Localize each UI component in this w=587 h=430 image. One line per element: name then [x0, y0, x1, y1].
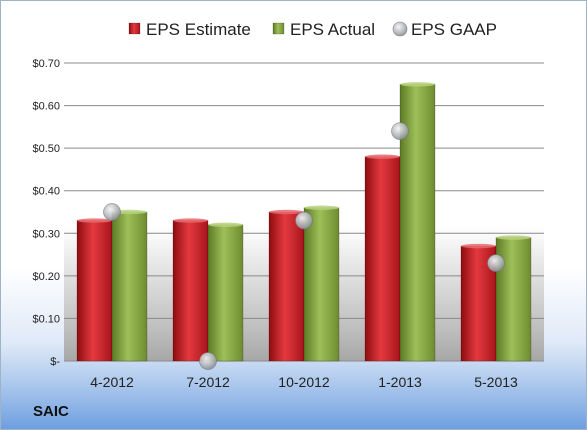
y-tick-label: $0.40: [32, 186, 60, 198]
bar-cap: [173, 218, 208, 223]
legend-swatch: [128, 22, 141, 35]
x-axis-categories: 4-2012 7-2012 10-2012 1-2013 5-2013: [90, 374, 518, 390]
x-category-label: 4-2012: [90, 374, 134, 390]
bar-eps-actual: [207, 224, 244, 362]
x-category-label: 7-2012: [186, 374, 230, 390]
gaap-markers: [103, 122, 505, 370]
bar-cap: [77, 218, 112, 223]
marker-eps-gaap: [103, 203, 121, 221]
legend-swatch: [272, 22, 285, 35]
y-tick-label: $0.60: [32, 101, 60, 113]
legend-label: EPS Actual: [290, 20, 375, 39]
y-tick-label: $0.50: [32, 143, 60, 155]
y-axis-ticks: $- $0.10 $0.20 $0.30 $0.40 $0.50 $0.60 $0.70: [32, 58, 60, 368]
marker-eps-gaap: [487, 254, 505, 272]
marker-eps-gaap: [391, 122, 409, 141]
bar-cap: [304, 205, 339, 210]
marker-eps-gaap: [199, 352, 217, 370]
x-category-label: 1-2013: [378, 374, 422, 390]
bar-cap: [496, 235, 531, 240]
bar-eps-estimate: [76, 220, 113, 362]
legend: EPS Estimate EPS Actual EPS GAAP: [128, 20, 497, 39]
bar-cap: [208, 222, 243, 227]
bar-eps-estimate: [268, 211, 305, 362]
legend-label: EPS GAAP: [411, 20, 497, 39]
bar-eps-estimate: [172, 220, 209, 362]
legend-swatch: [392, 21, 408, 37]
marker-eps-gaap: [295, 211, 313, 230]
legend-label: EPS Estimate: [146, 20, 251, 39]
company-label: SAIC: [33, 403, 69, 420]
bars: [76, 82, 532, 362]
bar-eps-estimate: [364, 156, 401, 362]
bar-eps-actual: [303, 207, 340, 362]
y-tick-label: $0.10: [32, 313, 60, 325]
y-tick-label: $0.70: [32, 58, 60, 70]
y-tick-label: $-: [50, 356, 60, 368]
bar-cap: [400, 82, 435, 87]
bar-cap: [461, 243, 496, 249]
y-tick-label: $0.20: [32, 271, 60, 283]
y-tick-label: $0.30: [32, 228, 60, 240]
x-category-label: 10-2012: [278, 374, 330, 390]
x-category-label: 5-2013: [474, 374, 518, 390]
bar-cap: [269, 209, 304, 215]
bar-cap: [365, 154, 400, 159]
bar-eps-actual: [111, 211, 148, 362]
